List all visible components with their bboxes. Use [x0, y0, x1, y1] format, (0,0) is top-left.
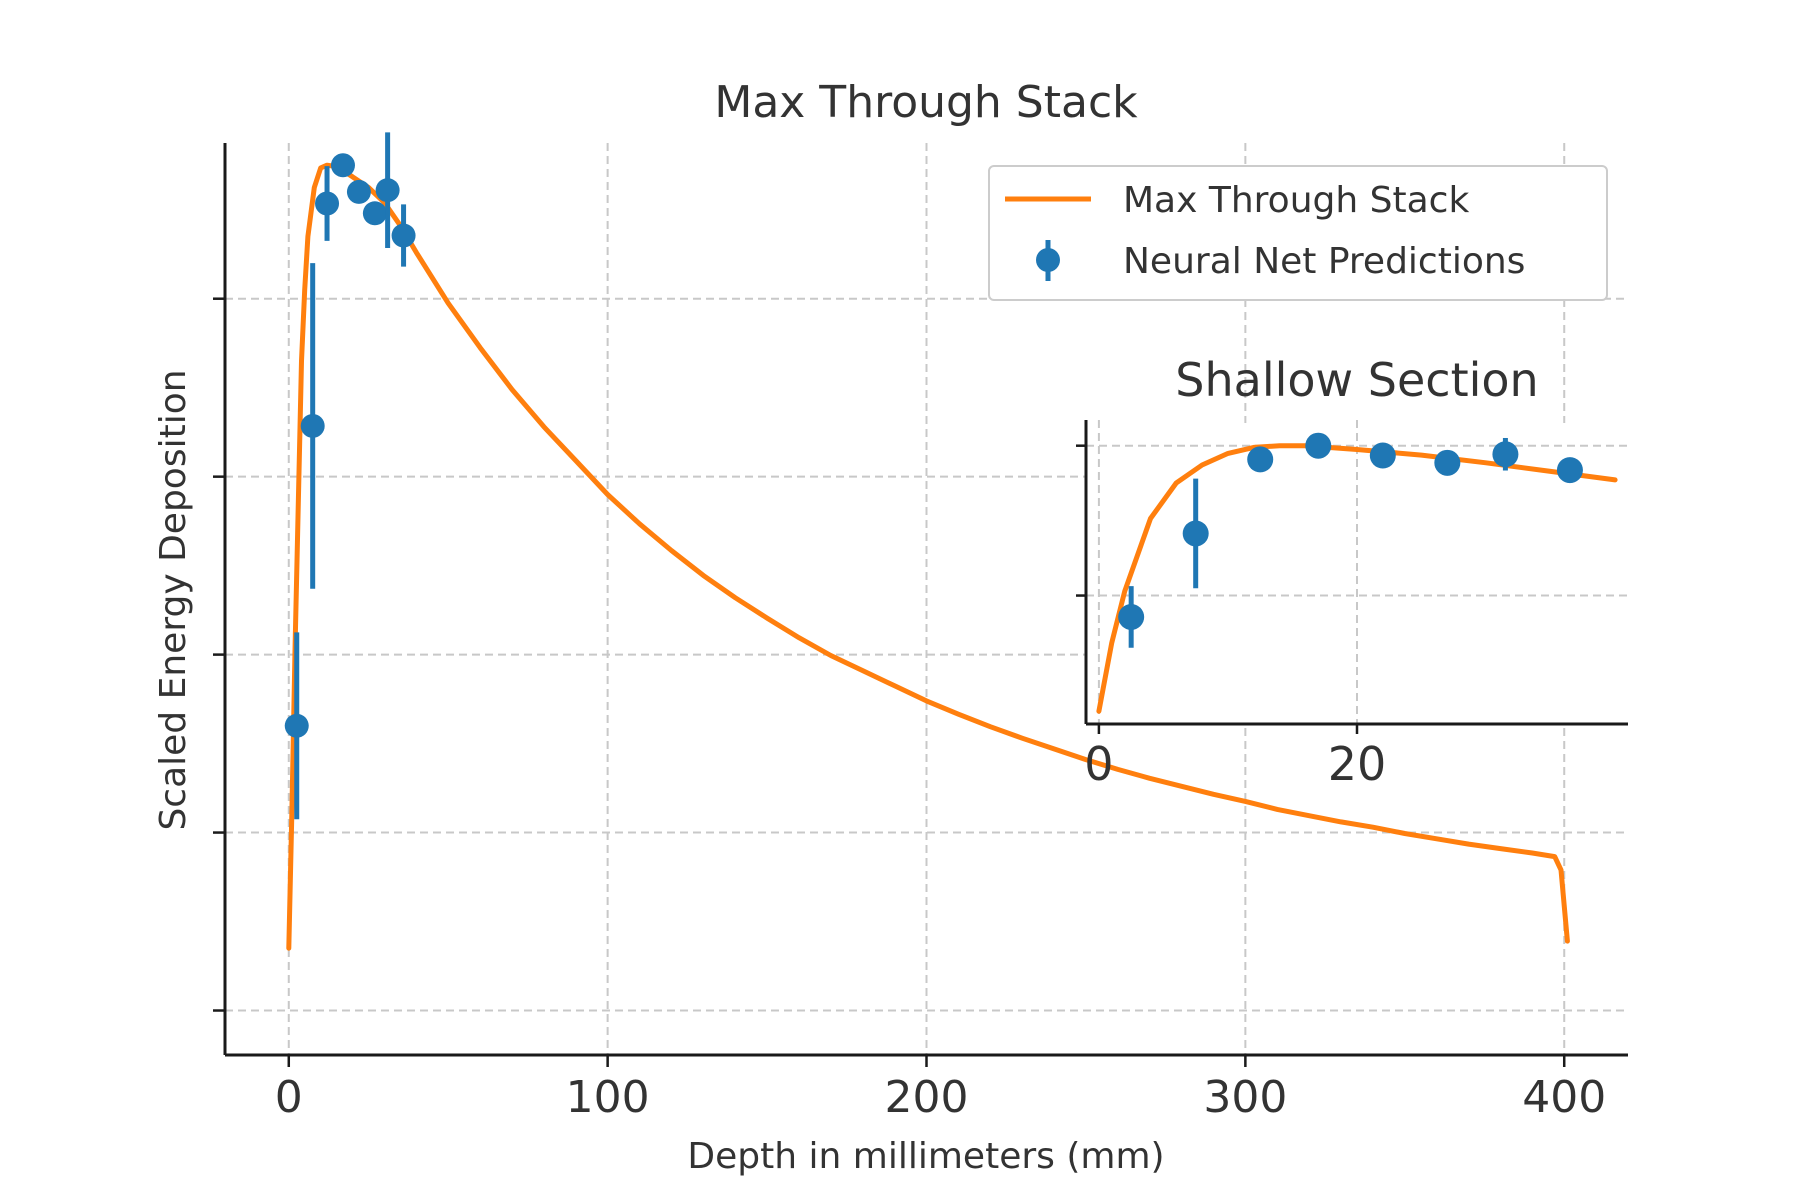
main-data-point: [300, 413, 325, 438]
main-data-point: [391, 223, 416, 248]
inset-grid: [1086, 420, 1628, 724]
main-x-tick-label: 400: [1522, 1072, 1606, 1123]
inset-background: [1086, 423, 1628, 723]
legend-entry-neural-net-predictions: Neural Net Predictions: [1123, 241, 1525, 282]
inset-data-point: [1247, 446, 1274, 473]
legend: Max Through Stack Neural Net Predictions: [988, 165, 1608, 301]
main-x-tick-label: 0: [275, 1072, 303, 1123]
inset-data-point: [1369, 442, 1396, 469]
inset-data-point: [1305, 432, 1332, 459]
inset-x-tick-label: 20: [1328, 737, 1387, 791]
inset-curve-max-through-stack: [1096, 443, 1618, 714]
inset-points-neural-net-predictions: [1118, 432, 1583, 648]
inset-data-point: [1556, 457, 1583, 484]
main-x-tick-label: 200: [885, 1072, 969, 1123]
main-points-neural-net-predictions: [284, 132, 416, 820]
main-data-point: [330, 153, 355, 178]
legend-box: [988, 165, 1608, 301]
main-curve-max-through-stack: [286, 162, 1570, 951]
main-data-point: [315, 191, 340, 216]
inset-data-point: [1182, 520, 1209, 547]
main-x-axis-label: Depth in millimeters (mm): [687, 1136, 1164, 1177]
inset-data-point: [1434, 449, 1461, 476]
inset-data-point: [1118, 603, 1145, 630]
main-x-tick-label: 300: [1203, 1072, 1287, 1123]
main-data-point: [375, 178, 400, 203]
legend-entry-max-through-stack: Max Through Stack: [1123, 180, 1469, 221]
inset-ticks: 0 20: [1076, 444, 1387, 791]
main-x-tick-label: 100: [566, 1072, 650, 1123]
main-chart-title: Max Through Stack: [714, 77, 1138, 128]
main-chart: 0 100 200 300 400 Max Through Stack Depth in…: [153, 77, 1628, 1177]
inset-chart-title: Shallow Section: [1175, 353, 1538, 407]
legend-marker-swatch: [1036, 248, 1060, 272]
main-data-point: [362, 201, 387, 226]
main-data-point: [346, 179, 371, 204]
inset-x-tick-label: 0: [1084, 737, 1113, 791]
main-data-point: [284, 713, 309, 738]
main-y-axis-label: Scaled Energy Deposition: [153, 369, 194, 830]
inset-chart: 0 20 Shallow Section: [1076, 353, 1628, 791]
inset-data-point: [1492, 441, 1519, 468]
main-ticks: 0 100 200 300 400: [213, 297, 1606, 1123]
